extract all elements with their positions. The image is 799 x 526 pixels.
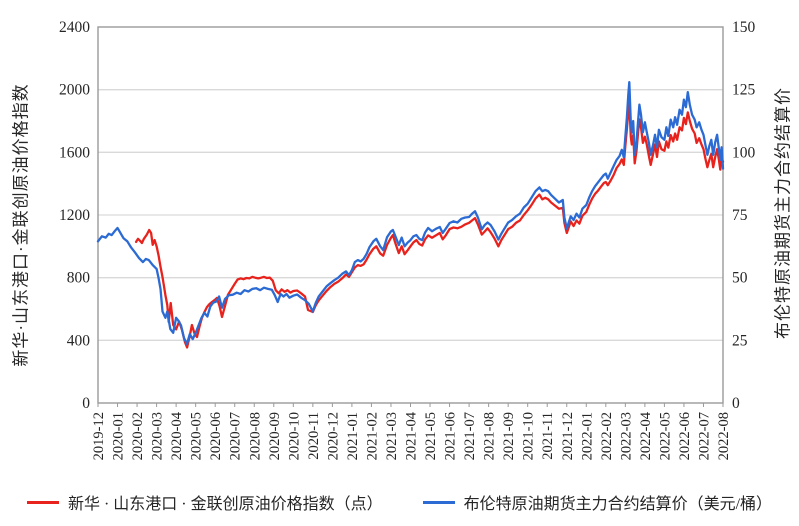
x-axis-label: 2021-12	[560, 412, 576, 460]
legend: 新华 · 山东港口 · 金联创原油价格指数（点） 布伦特原油期货主力合约结算价（…	[0, 489, 799, 515]
x-axis-label: 2021-08	[482, 412, 498, 460]
x-axis-label: 2020-12	[325, 412, 341, 460]
right-y-axis-label: 0	[732, 395, 740, 412]
x-axis-label: 2020-04	[169, 411, 185, 460]
red-line-swatch	[26, 500, 59, 504]
x-axis-label: 2021-06	[443, 412, 459, 460]
right-y-axis-title: 布伦特原油期货主力合约结算价	[773, 87, 793, 339]
right-y-axis-label: 100	[732, 144, 756, 161]
left-y-axis-title: 新华·山东港口·金联创原油价格指数	[11, 83, 31, 367]
x-axis-label: 2022-06	[677, 412, 693, 460]
series-line-index	[134, 101, 725, 349]
x-axis-label: 2022-07	[696, 412, 712, 460]
left-y-axis-label: 2400	[59, 19, 90, 36]
right-y-axis-label: 75	[732, 207, 748, 224]
x-axis-label: 2021-10	[521, 412, 537, 460]
legend-label-index: 新华 · 山东港口 · 金联创原油价格指数（点）	[67, 496, 383, 513]
legend-label-brent: 布伦特原油期货主力合约结算价（美元/桶）	[463, 496, 773, 513]
x-axis-label: 2021-04	[404, 411, 420, 460]
x-axis-label: 2021-05	[423, 412, 439, 460]
x-axis-label: 2020-10	[286, 412, 302, 460]
x-axis-label: 2022-01	[579, 412, 595, 460]
left-y-axis-label: 1600	[59, 144, 90, 161]
right-y-axis-label: 125	[732, 82, 756, 99]
right-y-axis-label: 150	[732, 19, 756, 36]
x-axis-label: 2022-03	[618, 412, 634, 460]
right-y-axis-label: 50	[732, 270, 748, 287]
x-axis-label: 2020-03	[150, 412, 166, 460]
x-axis-label: 2021-11	[540, 412, 556, 460]
x-axis-label: 2020-05	[189, 412, 205, 460]
x-axis-label: 2022-02	[599, 412, 615, 460]
x-axis-label: 2019-12	[91, 412, 107, 460]
left-y-axis-label: 400	[67, 332, 91, 349]
right-y-axis-label: 25	[732, 332, 748, 349]
x-axis-label: 2020-01	[111, 412, 127, 460]
left-y-axis-label: 0	[82, 395, 90, 412]
series-line-brent	[96, 80, 725, 346]
x-axis-label: 2020-06	[208, 412, 224, 460]
x-axis-label: 2021-02	[364, 412, 380, 460]
x-axis-label: 2021-03	[384, 412, 400, 460]
x-axis-label: 2020-07	[228, 412, 244, 460]
legend-item-index: 新华 · 山东港口 · 金联创原油价格指数（点）	[26, 490, 383, 514]
left-y-axis-label: 1200	[59, 207, 90, 224]
x-axis-label: 2022-04	[638, 411, 654, 460]
left-y-axis-label: 2000	[59, 82, 90, 99]
blue-line-swatch	[422, 500, 455, 504]
x-axis-label: 2021-07	[462, 412, 478, 460]
left-y-axis-label: 800	[67, 270, 91, 287]
x-axis-label: 2021-09	[501, 412, 517, 460]
x-axis-label: 2020-11	[306, 412, 322, 460]
legend-item-brent: 布伦特原油期货主力合约结算价（美元/桶）	[422, 490, 773, 514]
x-axis-label: 2022-05	[657, 412, 673, 460]
x-axis-label: 2020-02	[130, 412, 146, 460]
x-axis-label: 2022-08	[716, 412, 732, 460]
x-axis-label: 2020-09	[267, 412, 283, 460]
x-axis-label: 2021-01	[345, 412, 361, 460]
x-axis-label: 2020-08	[247, 412, 263, 460]
